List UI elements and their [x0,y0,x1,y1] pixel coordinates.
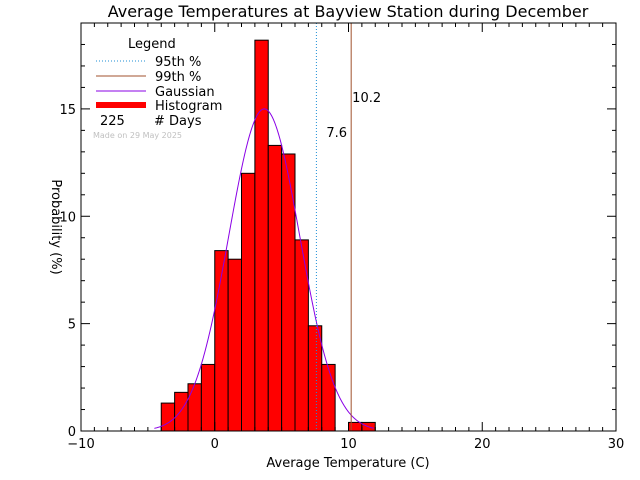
legend-label-histogram: Histogram [155,99,222,114]
histogram-bar [200,363,216,432]
y-tick-label: 5 [68,318,76,333]
percentile-label-99th: 10.2 [352,91,381,106]
histogram-bar [160,402,176,432]
legend-label-95th: 95th % [155,55,201,70]
histogram-bar [281,153,296,432]
histogram-bar [348,421,363,432]
histogram-bar [307,325,323,432]
histogram-bar [254,39,269,432]
histogram-bars [160,39,376,432]
histogram-bar [321,363,336,432]
x-tick-label: 20 [474,437,491,452]
histogram-bar [241,172,256,432]
x-axis-label: Average Temperature (C) [266,456,429,471]
legend-title: Legend [128,37,176,52]
histogram-bar [267,144,283,432]
y-axis-label: Probability (%) [48,179,63,274]
y-tick-label: 10 [59,210,76,225]
made-on-note: Made on 29 May 2025 [93,131,182,140]
histogram-bar [187,383,202,432]
percentile-lines: 7.6 10.2 [315,23,381,431]
histogram-bar [294,239,309,432]
y-tick-label: 15 [59,103,76,118]
gaussian-curve [154,108,374,429]
x-tick-label: −10 [67,437,94,452]
y-axis-ticks: 0 5 10 15 [59,22,616,440]
gaussian-curve-group [154,108,374,429]
legend-days-count: 225 [100,114,125,129]
legend: Legend 95th % 99th % Gaussian Histogram … [93,37,222,140]
legend-label-gaussian: Gaussian [155,85,215,100]
legend-days-label: # Days [154,114,202,129]
x-tick-label: 10 [340,437,357,452]
histogram-bar [227,258,242,432]
percentile-label-95th: 7.6 [326,126,347,141]
x-tick-label: 30 [608,437,625,452]
legend-label-99th: 99th % [155,70,201,85]
y-tick-label: 0 [68,425,76,440]
x-axis-ticks: −10 0 10 20 30 [67,23,624,452]
chart-title: Average Temperatures at Bayview Station … [108,2,589,21]
x-tick-label: 0 [211,437,219,452]
histogram-bar [174,391,189,432]
